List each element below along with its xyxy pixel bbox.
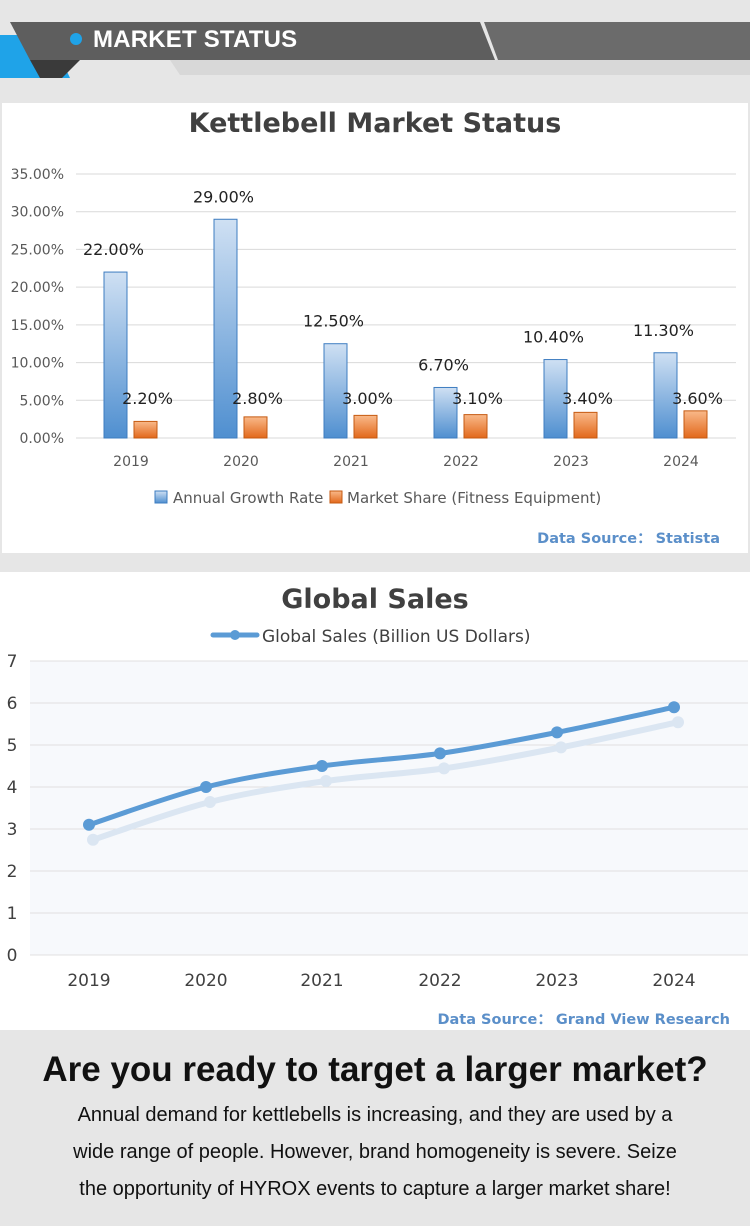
x-tick-label: 2022 <box>443 454 479 470</box>
point-shadow <box>87 833 99 846</box>
data-point <box>668 701 680 714</box>
bar-annual-growth <box>433 386 458 439</box>
data-label: 2.80% <box>232 389 283 408</box>
legend-label: Global Sales (Billion US Dollars) <box>262 627 531 647</box>
y-tick-label: 35.00% <box>11 167 64 183</box>
x-tick-label: 2022 <box>418 971 461 991</box>
headline: Are you ready to target a larger market? <box>42 1050 708 1089</box>
y-tick-label: 0.00% <box>20 431 64 447</box>
data-label: 11.30% <box>633 321 694 340</box>
x-tick-label: 2021 <box>300 971 343 991</box>
x-tick-label: 2020 <box>184 971 227 991</box>
y-tick-label: 20.00% <box>11 280 64 296</box>
y-tick-label: 3 <box>7 820 18 840</box>
series-line-global-sales <box>86 704 677 828</box>
y-tick-label: 0 <box>7 946 18 966</box>
y-tick-label: 7 <box>7 652 18 672</box>
bar-annual-growth <box>103 271 128 439</box>
banner-shape <box>0 22 750 78</box>
banner-dot-icon <box>70 33 82 45</box>
body-line: the opportunity of HYROX events to captu… <box>79 1178 671 1200</box>
bar-market-share <box>133 420 158 439</box>
banner-title: MARKET STATUS <box>93 26 298 53</box>
point-shadow <box>555 741 567 754</box>
line-chart: 0 1 2 3 4 5 6 7 2019 2020 2021 2022 2023 2024 Global S… <box>7 627 748 991</box>
x-tick-label: 2020 <box>223 454 259 470</box>
series-shadow <box>90 719 681 843</box>
bottom-section <box>0 1030 750 1226</box>
y-tick-label: 1 <box>7 904 18 924</box>
y-tick-label: 10.00% <box>11 356 64 372</box>
body-text: Annual demand for kettlebells is increas… <box>20 1097 730 1208</box>
source-label: Data Source： <box>437 1012 552 1028</box>
data-label: 3.60% <box>672 389 723 408</box>
bar-market-share <box>353 414 378 439</box>
data-point <box>200 781 212 793</box>
bar-annual-growth <box>213 218 238 439</box>
x-tick-label: 2024 <box>652 971 695 991</box>
legend-label: Annual Growth Rate <box>173 489 323 507</box>
bar-annual-growth <box>543 359 568 439</box>
body-line: Annual demand for kettlebells is increas… <box>77 1104 673 1126</box>
legend-swatch-annual <box>154 490 168 504</box>
x-tick-label: 2021 <box>333 454 369 470</box>
point-shadow <box>204 796 216 808</box>
point-shadow <box>672 716 684 729</box>
y-tick-label: 30.00% <box>11 205 64 221</box>
y-tick-label: 6 <box>7 694 18 714</box>
source-label: Data Source： <box>537 531 652 547</box>
y-tick-label: 5.00% <box>20 393 64 409</box>
legend-swatch-share <box>329 490 343 504</box>
bar-chart-source: Data Source： Statista <box>537 527 720 548</box>
data-label: 29.00% <box>193 187 254 206</box>
legend-label: Market Share (Fitness Equipment) <box>347 489 601 507</box>
data-point <box>551 726 563 739</box>
data-label: 12.50% <box>303 312 364 331</box>
source-name: Statista <box>655 531 720 547</box>
data-point <box>434 747 446 760</box>
data-label: 2.20% <box>122 389 173 408</box>
data-label: 10.40% <box>523 328 584 347</box>
bar-chart: 0.00% 5.00% 10.00% 15.00% 20.00% 25.00% 30.00%… <box>11 167 736 507</box>
x-tick-label: 2023 <box>535 971 578 991</box>
bar-annual-growth <box>323 343 348 439</box>
point-shadow <box>438 762 450 775</box>
legend-marker-icon <box>230 630 240 640</box>
y-tick-label: 25.00% <box>11 242 64 258</box>
line-chart-title: Global Sales <box>281 584 469 615</box>
y-tick-label: 2 <box>7 862 18 882</box>
x-tick-label: 2024 <box>663 454 699 470</box>
bar-market-share <box>463 414 488 439</box>
x-tick-label: 2019 <box>113 454 149 470</box>
plot-area <box>30 661 748 955</box>
data-label: 3.00% <box>342 389 393 408</box>
x-tick-label: 2023 <box>553 454 589 470</box>
data-label: 6.70% <box>418 355 469 374</box>
line-chart-source: Data Source： Grand View Research <box>437 1008 730 1029</box>
data-label: 3.40% <box>562 389 613 408</box>
source-name: Grand View Research <box>555 1012 730 1028</box>
section-banner: MARKET STATUS <box>0 0 750 100</box>
bar-market-share <box>573 411 598 439</box>
data-label: 3.10% <box>452 389 503 408</box>
data-label: 22.00% <box>83 240 144 259</box>
y-tick-label: 15.00% <box>11 318 64 334</box>
bar-market-share <box>683 410 708 439</box>
body-line: wide range of people. However, brand hom… <box>73 1141 677 1163</box>
bar-chart-title: Kettlebell Market Status <box>188 108 562 139</box>
data-point <box>316 760 328 772</box>
bar-market-share <box>243 416 268 439</box>
data-point <box>83 818 95 831</box>
point-shadow <box>320 775 332 787</box>
y-tick-label: 5 <box>7 736 18 756</box>
bar-annual-growth <box>653 352 678 439</box>
x-tick-label: 2019 <box>67 971 110 991</box>
y-tick-label: 4 <box>7 778 18 798</box>
